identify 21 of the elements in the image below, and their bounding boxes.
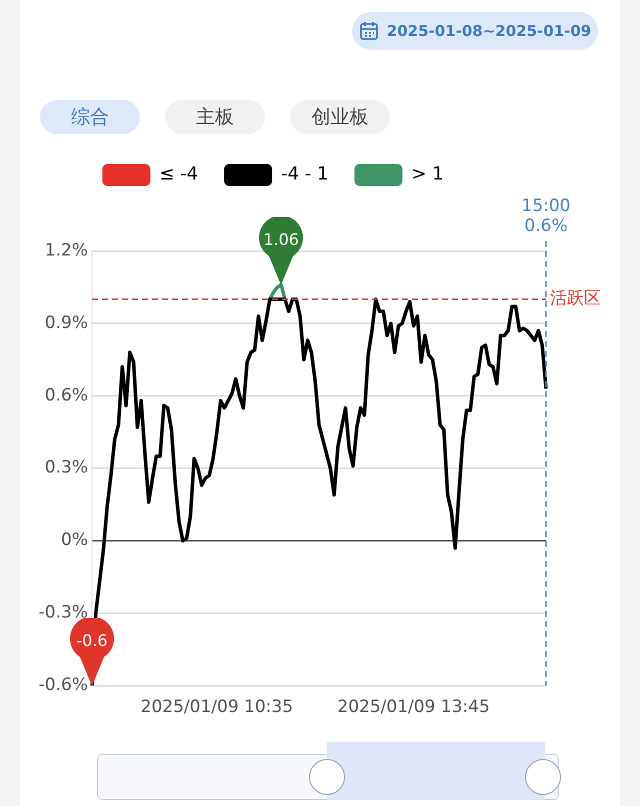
chart-subtitle: 2025-01-08~2025-01-09 — [386, 22, 592, 40]
text: 综合 — [40, 100, 140, 134]
text: 创业板 — [290, 100, 390, 134]
y-tick-label: 1.2% — [44, 240, 88, 260]
annotation: -0.6 — [75, 630, 109, 652]
text: 0.6% — [524, 216, 568, 236]
y-tick-label: 0.9% — [44, 312, 88, 333]
y-tick-label: 0.6% — [44, 385, 88, 406]
annotation: 1.06 — [262, 228, 300, 251]
ref-line-label: 活跃区 — [550, 288, 601, 309]
legend-label: -4 - 1 — [281, 164, 328, 185]
x-tick-label: 2025/01/09 10:35 — [140, 697, 294, 718]
y-tick-label: -0.6% — [38, 675, 88, 696]
y-tick-label: 0% — [61, 530, 88, 550]
y-tick-label: 0.3% — [44, 458, 88, 478]
x-tick-label: 2025/01/09 13:45 — [337, 697, 490, 718]
text: 主板 — [165, 100, 265, 134]
y-tick-label: -0.3% — [38, 602, 88, 623]
text: 15:00 — [522, 196, 570, 216]
legend-label: > 1 — [411, 164, 444, 185]
legend-label: ≤ -4 — [159, 164, 198, 185]
